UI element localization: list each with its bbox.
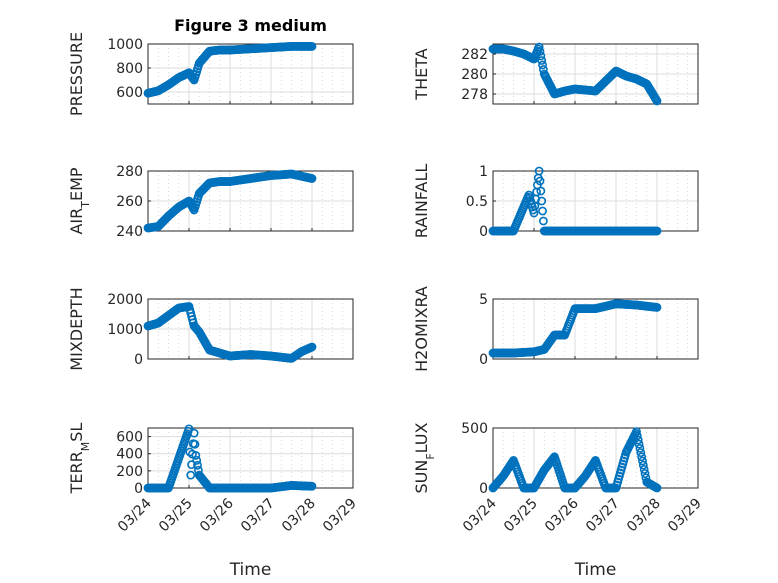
data-point bbox=[536, 51, 546, 61]
y-tick-label: 0 bbox=[479, 352, 488, 368]
axes-frame bbox=[492, 298, 699, 360]
subplot-3: 240 260 280 AIRTEMP bbox=[67, 164, 354, 240]
y-axis-label: THETA bbox=[412, 48, 431, 100]
data-point bbox=[307, 42, 317, 51]
y-tick-label: 500 bbox=[461, 421, 488, 437]
x-tick-label: 03/26 bbox=[542, 495, 582, 535]
y-tick-label: 800 bbox=[116, 61, 143, 77]
data-point bbox=[652, 96, 662, 106]
y-tick-label: 1000 bbox=[107, 37, 143, 53]
data-point bbox=[637, 452, 647, 462]
x-tick-label: 03/27 bbox=[583, 496, 623, 536]
data-point bbox=[536, 186, 546, 196]
data-point bbox=[632, 431, 642, 441]
data-point bbox=[633, 435, 643, 445]
x-axis-label: Time bbox=[229, 560, 272, 580]
data-point bbox=[639, 464, 649, 474]
data-point bbox=[652, 302, 662, 312]
x-tick-label: 03/29 bbox=[320, 496, 360, 536]
data-point bbox=[192, 455, 202, 465]
data-point bbox=[652, 483, 662, 493]
data-point bbox=[187, 460, 196, 470]
y-tick-label: 240 bbox=[116, 224, 143, 240]
y-tick-label: 0 bbox=[479, 481, 488, 497]
y-tick-label: 200 bbox=[116, 464, 143, 480]
data-point bbox=[638, 456, 647, 466]
y-axis-label: H2OMIXRA bbox=[412, 286, 431, 372]
y-axis-label: MIXDEPTH bbox=[67, 287, 86, 370]
y-axis-label: PRESSURE bbox=[67, 32, 86, 116]
y-tick-label: 280 bbox=[461, 67, 488, 83]
data-point bbox=[534, 166, 544, 176]
y-tick-label: 282 bbox=[461, 47, 488, 63]
y-tick-label: 400 bbox=[116, 447, 143, 463]
subplot-1: 600 800 1000 PRESSURE Figure 3 medium bbox=[67, 16, 354, 116]
data-point bbox=[193, 460, 202, 470]
data-point bbox=[186, 470, 196, 480]
x-tick-label: 03/24 bbox=[115, 495, 155, 535]
y-axis-label: RAINFALL bbox=[412, 164, 431, 239]
data-point bbox=[537, 196, 547, 206]
y-tick-label: 0.5 bbox=[466, 194, 488, 210]
data-point bbox=[539, 216, 548, 226]
subplot-5: 0 1000 2000 MIXDEPTH bbox=[67, 287, 354, 371]
data-point bbox=[190, 439, 200, 449]
y-tick-label: 280 bbox=[116, 164, 143, 180]
data-point bbox=[534, 42, 544, 52]
y-tick-label: 260 bbox=[116, 194, 143, 210]
y-tick-label: 0 bbox=[479, 224, 488, 240]
y-tick-label: 2000 bbox=[107, 292, 143, 308]
data-point bbox=[632, 427, 641, 436]
y-axis-label: TERRMSL bbox=[67, 423, 92, 495]
data-point bbox=[535, 47, 545, 56]
data-point bbox=[307, 481, 317, 491]
subplot-8: 0 500 03/24 03/25 03/26 03/27 03/28 03/29 SUNFLU… bbox=[412, 421, 705, 580]
data-point bbox=[634, 439, 644, 449]
subplot-4: 0 0.5 1 RAINFALL bbox=[412, 164, 699, 240]
data-point bbox=[307, 342, 317, 352]
chart-title: Figure 3 medium bbox=[174, 16, 327, 35]
x-tick-label: 03/26 bbox=[197, 495, 237, 535]
x-tick-label: 03/27 bbox=[238, 496, 278, 536]
y-axis-label: SUNFLUX bbox=[412, 422, 437, 493]
data-point bbox=[537, 56, 547, 65]
data-point bbox=[184, 424, 194, 434]
axes-frame bbox=[492, 427, 699, 489]
x-tick-label: 03/24 bbox=[460, 495, 500, 535]
data-point bbox=[636, 448, 646, 457]
data-point bbox=[535, 176, 545, 186]
axes-frame bbox=[147, 43, 354, 105]
data-point bbox=[635, 443, 645, 453]
x-tick-label: 03/25 bbox=[156, 496, 196, 536]
y-axis-label: AIRTEMP bbox=[67, 167, 92, 234]
data-point bbox=[307, 174, 317, 183]
data-point bbox=[189, 428, 199, 438]
x-tick-label: 03/29 bbox=[665, 496, 705, 536]
subplot-2: 278 280 282 THETA bbox=[412, 42, 699, 106]
x-tick-label: 03/28 bbox=[279, 496, 319, 536]
y-tick-label: 0 bbox=[134, 481, 143, 497]
y-tick-label: 1 bbox=[479, 164, 488, 180]
y-tick-label: 1000 bbox=[107, 322, 143, 338]
x-tick-label: 03/25 bbox=[501, 496, 541, 536]
data-point bbox=[640, 469, 650, 478]
y-tick-label: 278 bbox=[461, 87, 488, 103]
y-tick-label: 600 bbox=[116, 85, 143, 101]
data-point bbox=[538, 206, 547, 216]
data-point bbox=[652, 226, 662, 236]
y-tick-label: 600 bbox=[116, 430, 143, 446]
data-point bbox=[191, 451, 201, 460]
subplot-6: 0 5 H2OMIXRA bbox=[412, 286, 699, 372]
data-point bbox=[538, 60, 547, 70]
data-point bbox=[638, 460, 648, 470]
x-tick-label: 03/28 bbox=[624, 496, 664, 536]
y-tick-label: 5 bbox=[479, 292, 488, 308]
x-axis-label: Time bbox=[574, 560, 617, 580]
y-tick-label: 0 bbox=[134, 352, 143, 368]
